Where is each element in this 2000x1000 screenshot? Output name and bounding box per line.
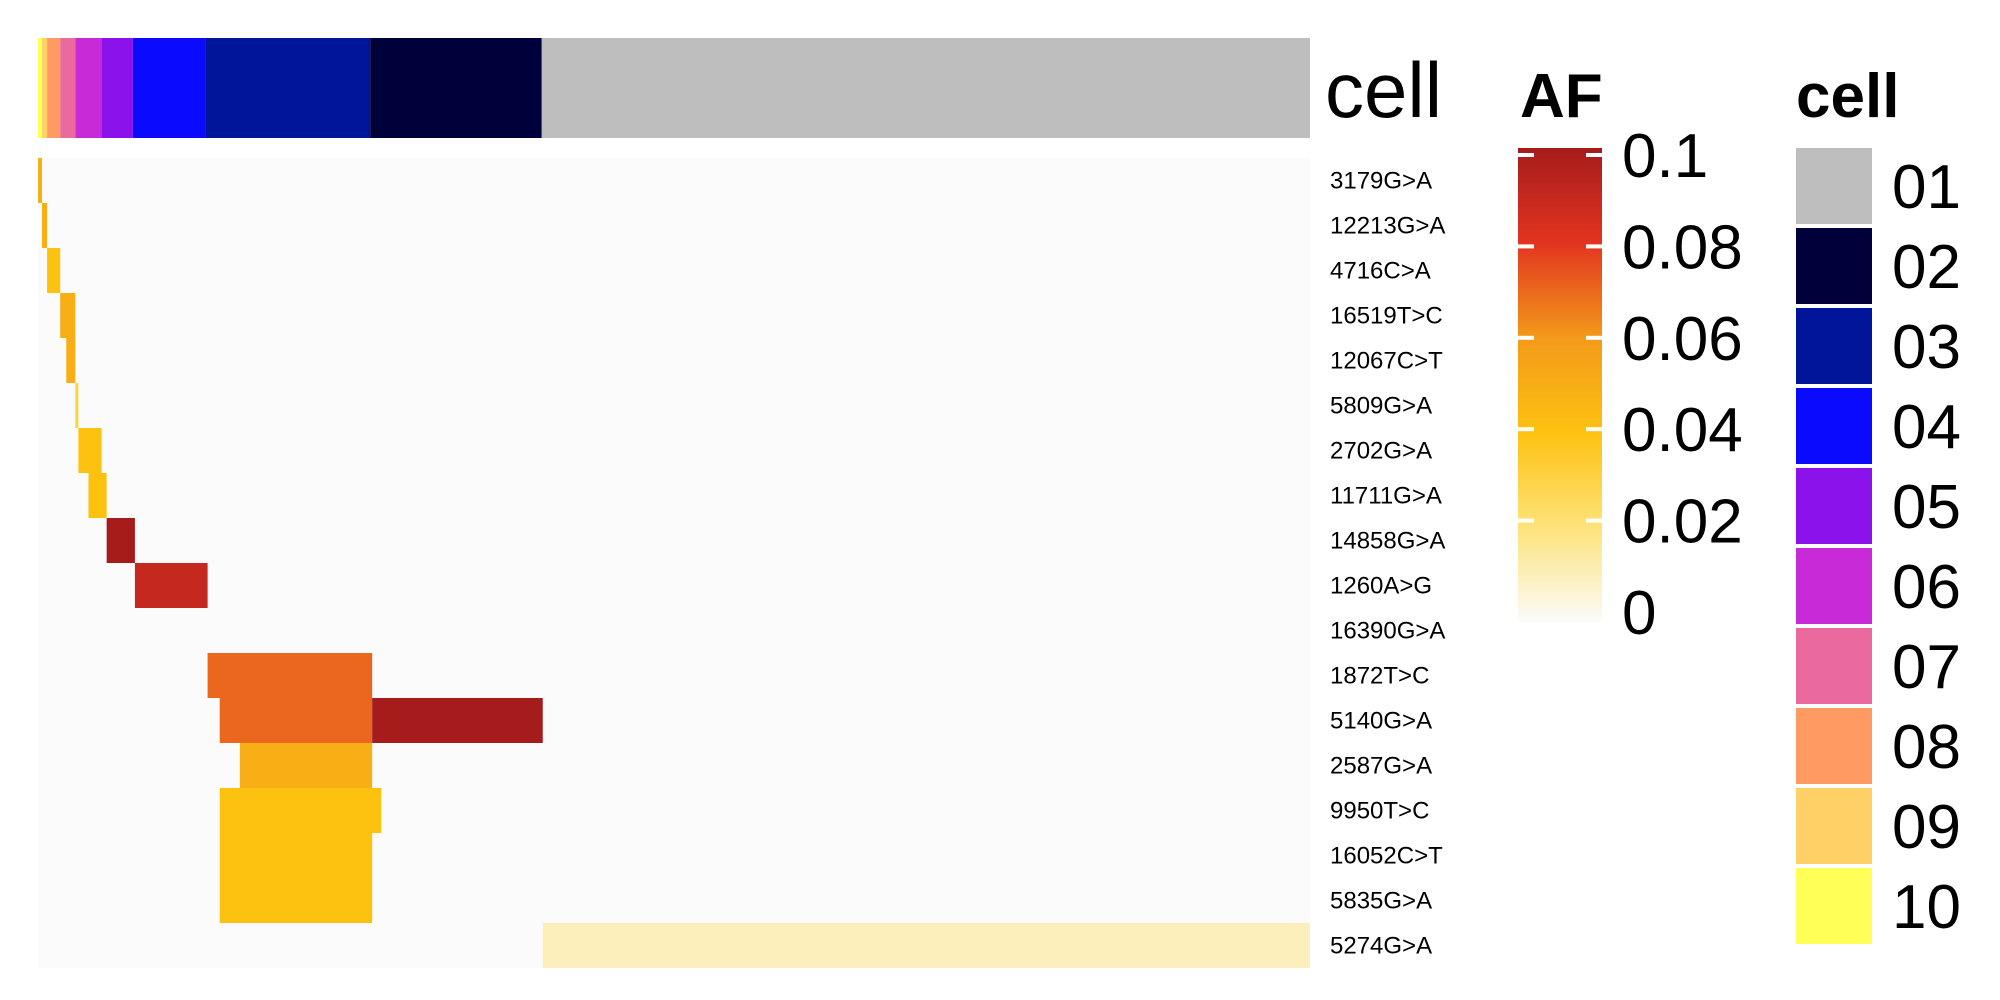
heatmap-block-12 bbox=[372, 698, 543, 743]
row-label: 3179G>A bbox=[1330, 168, 1432, 195]
heatmap-block-6 bbox=[78, 428, 102, 473]
af-tick-label: 0.06 bbox=[1622, 305, 1743, 374]
cell-legend-title: cell bbox=[1796, 62, 1899, 131]
heatmap-block-7 bbox=[88, 473, 107, 518]
cell-legend-label-05: 05 bbox=[1892, 473, 1961, 542]
annotation-segment-01 bbox=[541, 38, 1310, 138]
cell-legend-swatch-10 bbox=[1796, 868, 1872, 944]
heatmap-block-3 bbox=[60, 293, 76, 338]
heatmap-block-8 bbox=[106, 518, 135, 563]
row-label: 1260A>G bbox=[1330, 573, 1432, 600]
annotation-segment-03 bbox=[205, 38, 371, 138]
cell-legend-label-04: 04 bbox=[1892, 393, 1961, 462]
cell-legend-label-01: 01 bbox=[1892, 153, 1961, 222]
row-label: 5140G>A bbox=[1330, 708, 1432, 735]
af-colorbar bbox=[1518, 148, 1602, 622]
row-label: 1872T>C bbox=[1330, 663, 1429, 690]
cell-legend-swatch-08 bbox=[1796, 708, 1872, 784]
heatmap-block-5 bbox=[75, 383, 79, 428]
af-tick-label: 0.02 bbox=[1622, 488, 1743, 557]
annotation-segment-08 bbox=[47, 38, 61, 138]
cell-legend-label-07: 07 bbox=[1892, 633, 1961, 702]
row-label: 11711G>A bbox=[1330, 483, 1442, 510]
row-label: 5809G>A bbox=[1330, 393, 1432, 420]
cell-legend-swatch-01 bbox=[1796, 148, 1872, 224]
row-label: 12067C>T bbox=[1330, 348, 1443, 375]
cell-legend-swatch-02 bbox=[1796, 228, 1872, 304]
annotation-segment-04 bbox=[132, 38, 206, 138]
row-label: 16519T>C bbox=[1330, 303, 1443, 330]
cell-legend-swatch-05 bbox=[1796, 468, 1872, 544]
row-label: 2587G>A bbox=[1330, 753, 1432, 780]
cell-legend: cell 01 02 03 04 05 06 07 08 09 10 bbox=[1796, 62, 1961, 944]
af-tick-label: 0 bbox=[1622, 579, 1656, 648]
row-label: 14858G>A bbox=[1330, 528, 1445, 555]
annotation-segment-09 bbox=[42, 38, 48, 138]
row-labels: 3179G>A 12213G>A 4716C>A 16519T>C 12067C>T 58… bbox=[1330, 168, 1445, 960]
cell-legend-label-08: 08 bbox=[1892, 713, 1961, 782]
row-label: 9950T>C bbox=[1330, 798, 1429, 825]
heatmap-body bbox=[38, 158, 1310, 968]
heatmap-block-0 bbox=[38, 158, 43, 203]
annotation-segment-06 bbox=[75, 38, 102, 138]
cell-legend-swatch-03 bbox=[1796, 308, 1872, 384]
af-tick-label: 0.08 bbox=[1622, 213, 1743, 282]
af-legend-title: AF bbox=[1520, 62, 1603, 131]
cell-legend-swatch-06 bbox=[1796, 548, 1872, 624]
row-label: 12213G>A bbox=[1330, 213, 1445, 240]
annotation-segment-02 bbox=[370, 38, 542, 138]
af-legend: AF 0.1 0.08 0.06 0.04 0.02 0 bbox=[1518, 62, 1743, 648]
cell-legend-items: 01 02 03 04 05 06 07 08 09 10 bbox=[1796, 148, 1961, 944]
cell-legend-swatch-09 bbox=[1796, 788, 1872, 864]
heatmap-block-4 bbox=[66, 338, 76, 383]
cell-legend-swatch-07 bbox=[1796, 628, 1872, 704]
annotation-segment-05 bbox=[101, 38, 133, 138]
cell-legend-label-03: 03 bbox=[1892, 313, 1961, 382]
cell-legend-label-09: 09 bbox=[1892, 793, 1961, 862]
cell-legend-label-06: 06 bbox=[1892, 553, 1961, 622]
heatmap-block-14 bbox=[219, 788, 382, 833]
heatmap-block-17 bbox=[542, 923, 1310, 968]
row-label: 2702G>A bbox=[1330, 438, 1432, 465]
af-ticks: 0.1 0.08 0.06 0.04 0.02 0 bbox=[1518, 122, 1743, 648]
af-tick-label: 0.04 bbox=[1622, 396, 1743, 465]
heatmap-block-13 bbox=[239, 743, 373, 788]
af-tick-label: 0.1 bbox=[1622, 122, 1708, 191]
heatmap-block-16 bbox=[219, 878, 373, 923]
heatmap-block-15 bbox=[219, 833, 373, 878]
cell-legend-label-10: 10 bbox=[1892, 873, 1961, 942]
heatmap-block-10 bbox=[207, 653, 373, 698]
heatmap-block-1 bbox=[42, 203, 48, 248]
row-label: 5835G>A bbox=[1330, 888, 1432, 915]
cell-annotation-bar bbox=[38, 38, 1310, 138]
annotation-segment-10 bbox=[38, 38, 43, 138]
row-label: 5274G>A bbox=[1330, 933, 1432, 960]
row-label: 16052C>T bbox=[1330, 843, 1443, 870]
cell-legend-swatch-04 bbox=[1796, 388, 1872, 464]
annotation-bar-label: cell bbox=[1325, 46, 1442, 134]
row-label: 4716C>A bbox=[1330, 258, 1431, 285]
heatmap-block-2 bbox=[47, 248, 61, 293]
cell-legend-label-02: 02 bbox=[1892, 233, 1961, 302]
heatmap-block-9 bbox=[134, 563, 208, 608]
row-label: 16390G>A bbox=[1330, 618, 1445, 645]
heatmap-block-11 bbox=[219, 698, 373, 743]
annotation-segment-07 bbox=[60, 38, 76, 138]
